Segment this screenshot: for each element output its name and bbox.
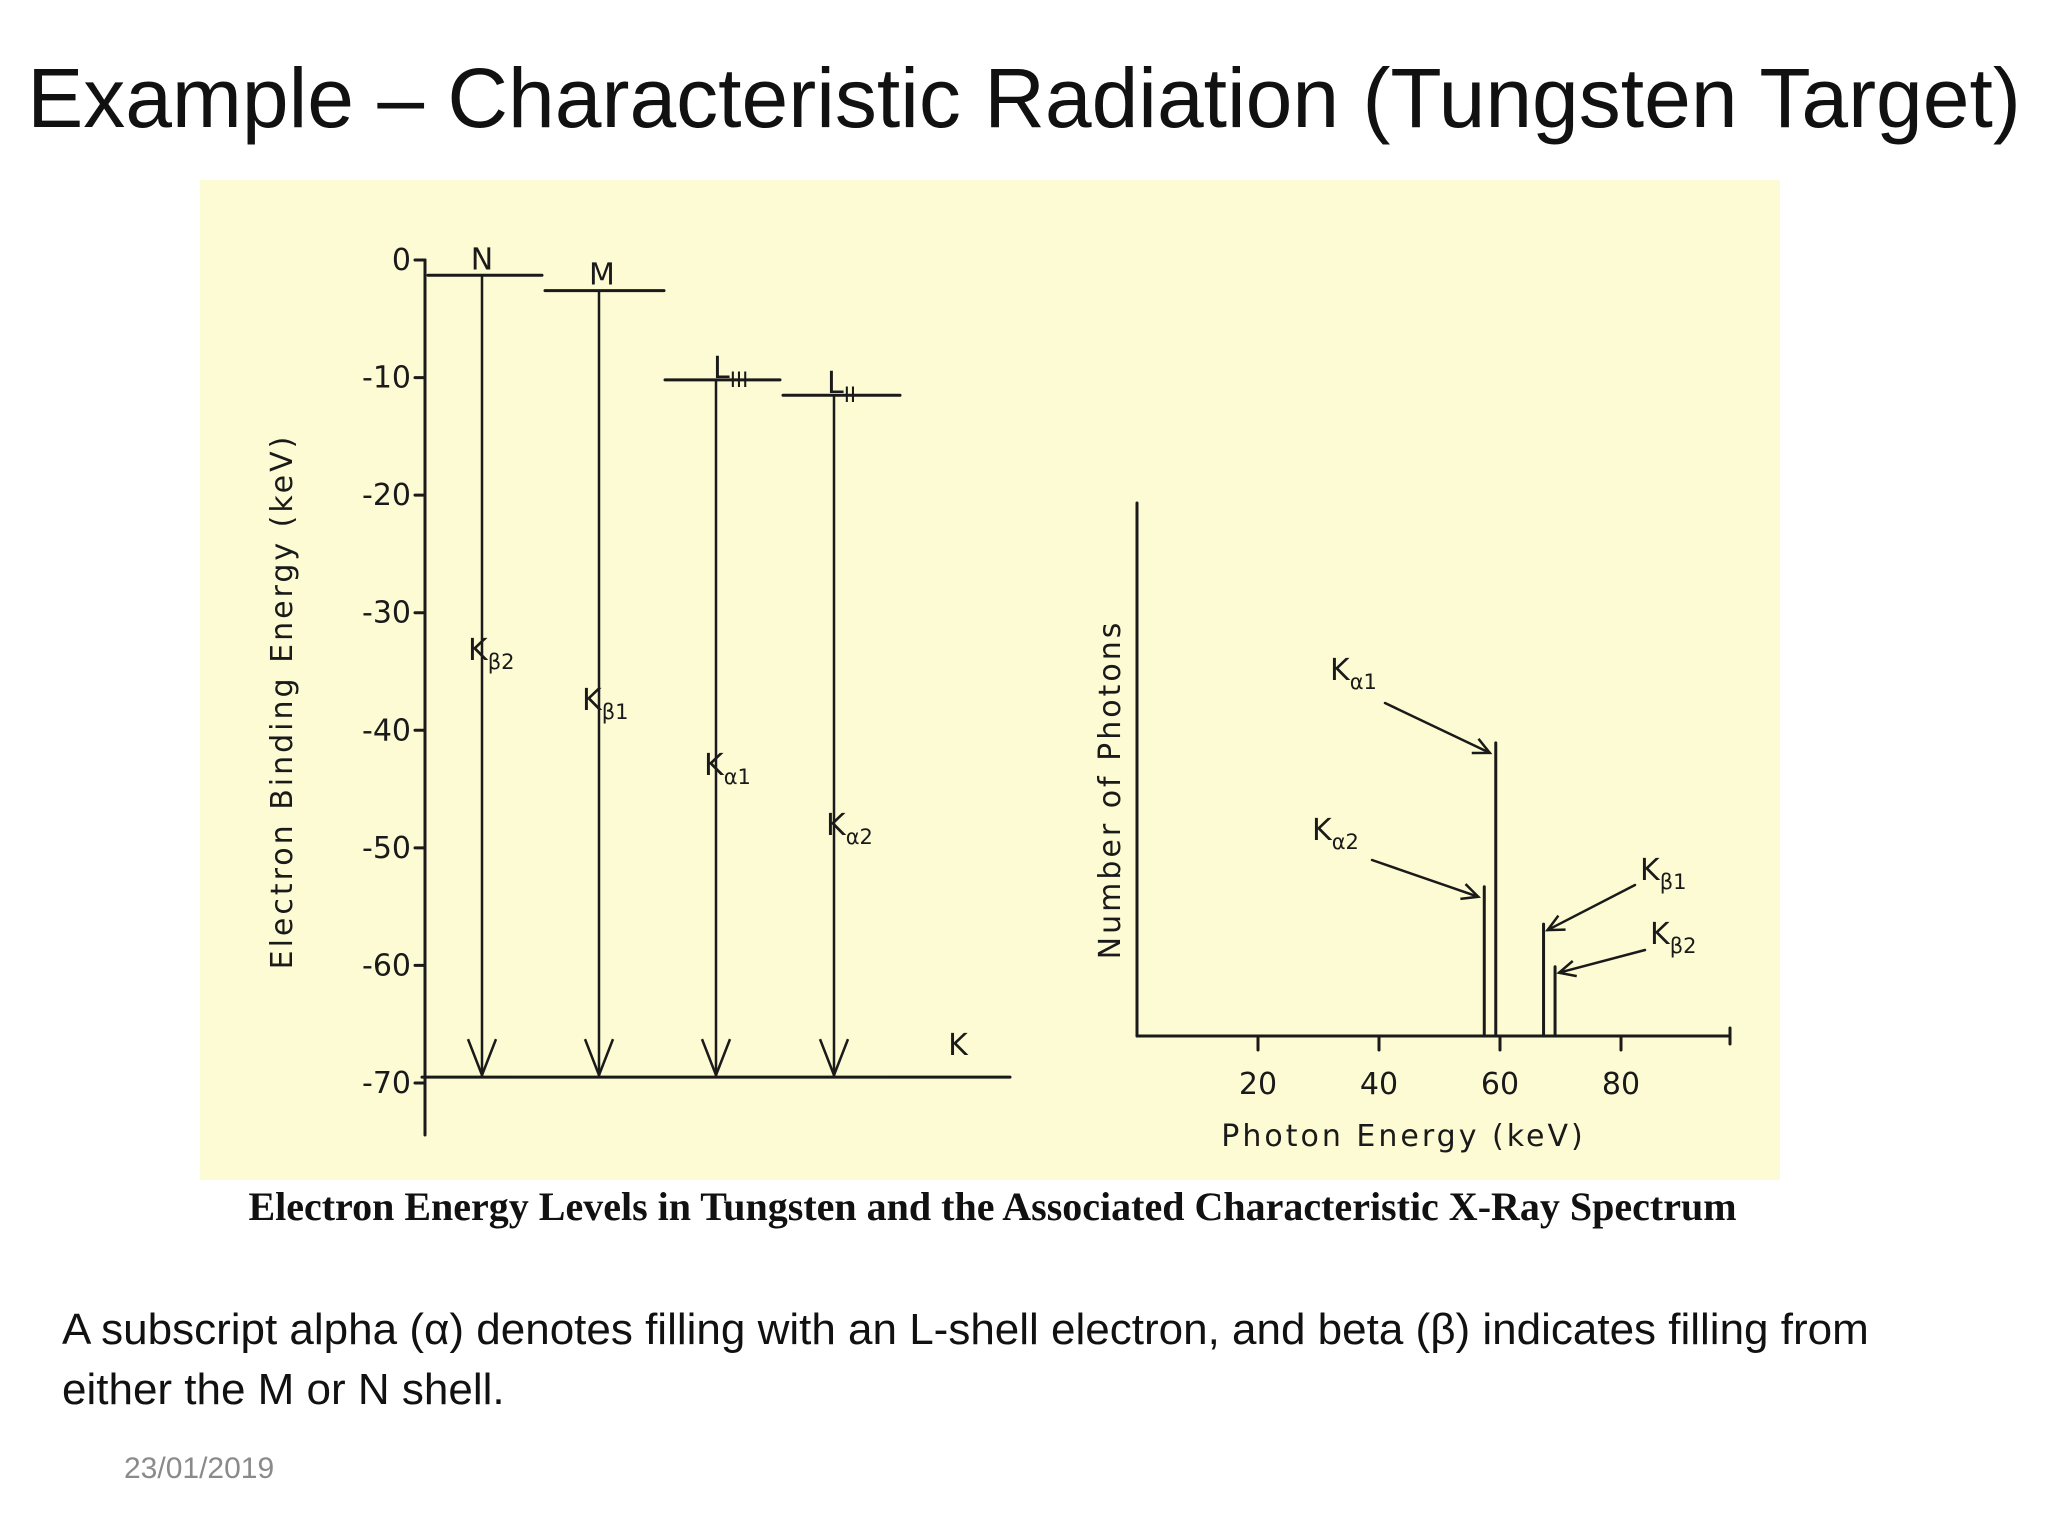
energy-level-diagram: 0 -10 -20 -30 -40 -50 -60 -70 Electron Binding E… [265, 242, 1012, 1137]
spectral-line-label: Kα1 [1330, 653, 1377, 694]
shell-label-m: M [589, 258, 615, 293]
y-tick-label: -40 [362, 713, 411, 748]
arrow-head [466, 1038, 498, 1079]
pointer-arrow [1546, 883, 1637, 932]
arrow-head [818, 1038, 850, 1079]
xray-spectrum: 20 40 60 80 Photon Energy (keV) Number of Pho… [1093, 501, 1732, 1154]
x-axis-title: Photon Energy (keV) [1221, 1119, 1585, 1154]
y-tick-label: -50 [362, 831, 411, 866]
pointer-arrow [1370, 858, 1480, 899]
x-tick-label: 60 [1481, 1067, 1519, 1102]
figure-caption: Electron Energy Levels in Tungsten and t… [248, 1184, 1737, 1229]
shell-label-lii: LII [827, 366, 856, 407]
arrow-head [583, 1038, 615, 1079]
figure-svg: 0 -10 -20 -30 -40 -50 -60 -70 Electron Binding E… [265, 242, 1732, 1154]
figure-panel: 0 -10 -20 -30 -40 -50 -60 -70 Electron Binding E… [200, 180, 1780, 1180]
transition-label: Kβ2 [468, 633, 514, 674]
pointer-arrow-head [1460, 883, 1481, 901]
spectrum-y-axis-title: Number of Photons [1093, 620, 1128, 960]
arrow-head [700, 1038, 732, 1079]
y-axis-title: Electron Binding Energy (keV) [265, 434, 300, 970]
y-tick-label: -10 [362, 361, 411, 396]
transition-label: Kβ1 [582, 683, 628, 724]
spectral-line-label: Kα2 [1312, 813, 1359, 854]
x-tick-label: 80 [1602, 1067, 1640, 1102]
pointer-arrow [1383, 701, 1492, 755]
slide-title: Example – Characteristic Radiation (Tung… [27, 51, 2021, 145]
x-tick-label: 40 [1360, 1067, 1398, 1102]
y-tick-label: -70 [362, 1066, 411, 1101]
y-tick-label: 0 [392, 243, 411, 278]
spectral-line-label: Kβ1 [1640, 853, 1686, 894]
shell-label-n: N [471, 242, 493, 277]
pointer-arrow-head [1545, 914, 1566, 932]
x-tick-label: 20 [1239, 1067, 1277, 1102]
y-tick-label: -20 [362, 478, 411, 513]
y-tick-label: -30 [362, 596, 411, 631]
shell-label-k: K [948, 1028, 969, 1063]
shell-label-liii: LIII [713, 351, 748, 392]
pointer-arrow-head [1471, 738, 1493, 755]
spectral-line-label: Kβ2 [1650, 917, 1696, 958]
body-text: A subscript alpha (α) denotes filling wi… [62, 1305, 1869, 1414]
pointer-arrow-head [1556, 960, 1577, 978]
y-tick-label: -60 [362, 948, 411, 983]
pointer-arrow [1557, 948, 1647, 974]
transition-label: Kα2 [826, 808, 873, 849]
footer-date: 23/01/2019 [124, 1452, 275, 1485]
transition-label: Kα1 [704, 748, 751, 789]
